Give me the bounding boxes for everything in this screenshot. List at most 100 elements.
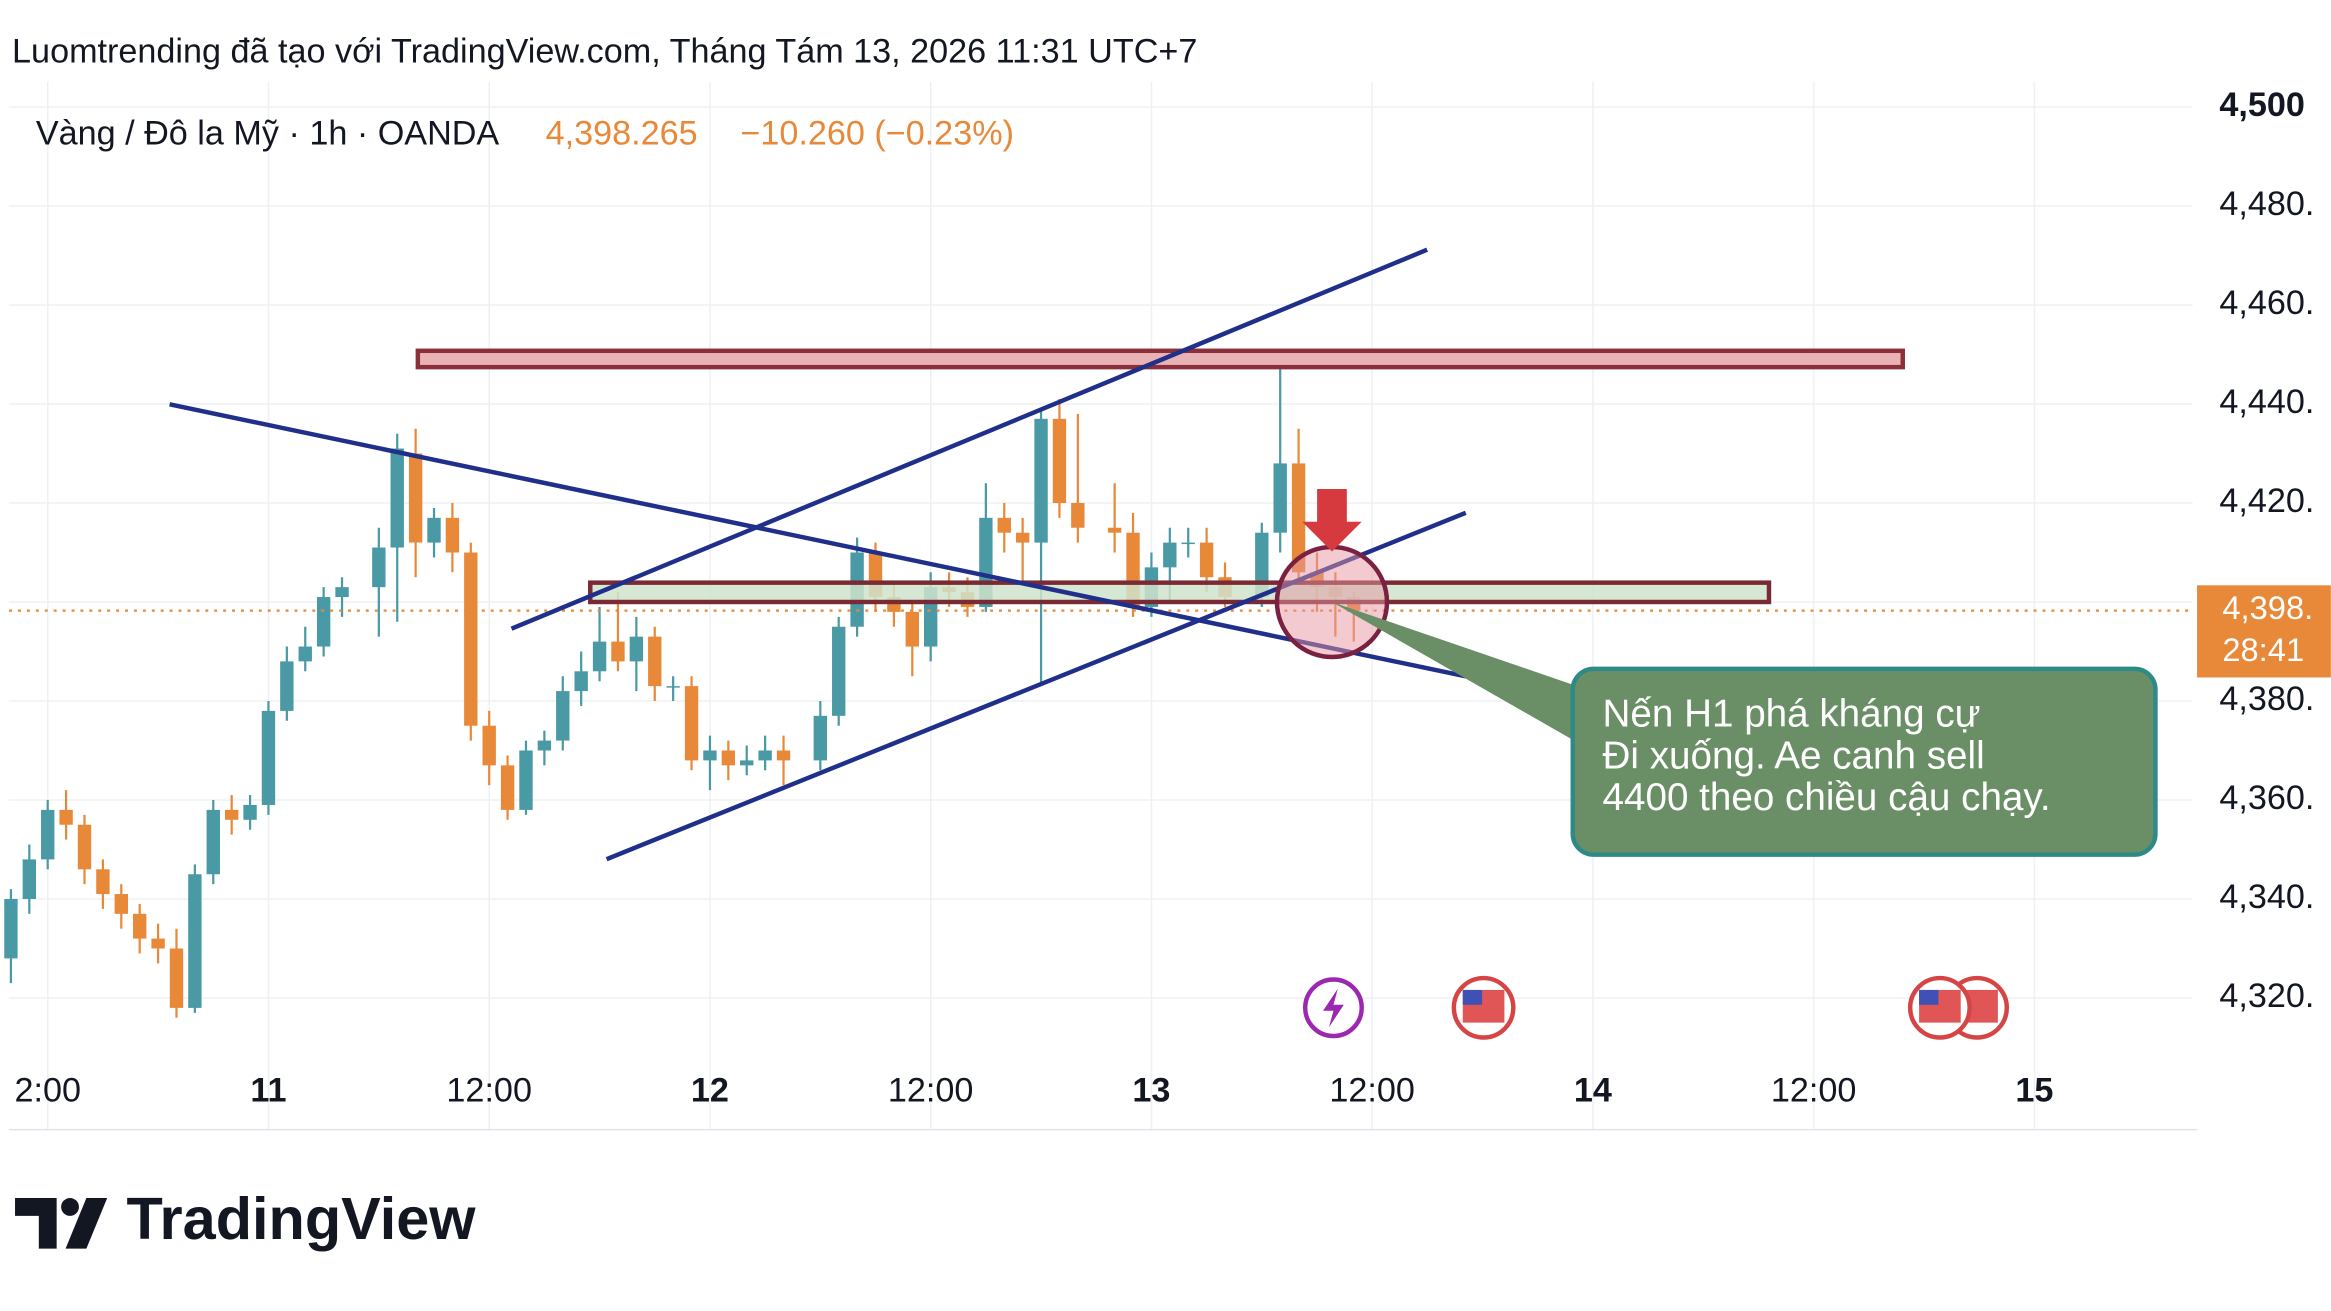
candle-body — [1163, 542, 1177, 568]
candle-body — [206, 809, 220, 875]
y-tick-label: 4,420. — [2219, 482, 2314, 520]
x-tick-label: 2:00 — [14, 1072, 81, 1110]
flag-canton — [1462, 989, 1483, 1005]
candle-body — [482, 725, 496, 766]
candle-body — [243, 804, 257, 820]
logo-part — [15, 1198, 57, 1249]
candle-body — [813, 715, 828, 761]
candle-body — [556, 691, 570, 741]
trend-line — [169, 402, 1467, 679]
candle-body — [22, 859, 37, 899]
last-price: 4,398.265 — [546, 114, 698, 152]
candle-body — [408, 453, 423, 543]
candle-body — [758, 750, 772, 761]
symbol-title: Vàng / Đô la Mỹ · 1h · OANDA — [36, 114, 500, 152]
logo-part — [65, 1198, 108, 1249]
price-tag — [2197, 585, 2331, 678]
drawings: Nến H1 phá kháng cự Đi xuống. Ae canh se… — [169, 247, 2158, 862]
x-tick-label: 15 — [2015, 1072, 2053, 1110]
candle-body — [500, 765, 515, 810]
axes: 4,5004,480.4,460.4,440.4,420.4,400.4,380… — [14, 86, 2331, 1110]
y-tick-label: 4,380. — [2219, 680, 2314, 718]
candle-body — [592, 641, 607, 672]
candle-body — [648, 636, 662, 687]
candle-body — [261, 710, 276, 805]
y-tick-label: 4,320. — [2219, 977, 2314, 1015]
channel-top — [510, 247, 1428, 631]
candle-body — [188, 874, 202, 1008]
candle-body — [1107, 527, 1122, 533]
events[interactable] — [1302, 975, 2010, 1040]
callout — [1570, 666, 2158, 857]
candle-body — [537, 740, 552, 751]
candle-body — [4, 898, 18, 959]
candle-body — [372, 547, 386, 588]
y-tick-label: 4,500 — [2219, 86, 2305, 124]
candle-body — [832, 626, 846, 716]
x-tick-label: 12:00 — [888, 1072, 974, 1110]
candle-body — [1052, 418, 1067, 503]
x-tick-label: 14 — [1574, 1072, 1612, 1110]
candle-body — [1015, 532, 1030, 543]
candle-body — [611, 641, 625, 662]
support-zone — [588, 580, 1772, 605]
candle-body — [703, 750, 717, 761]
x-tick-label: 11 — [250, 1072, 286, 1110]
candle-body — [1199, 542, 1214, 578]
candle-body — [740, 760, 754, 766]
candle-body — [1291, 463, 1306, 573]
annotation-line: Nến H1 phá kháng cự — [1603, 693, 1981, 736]
candle-body — [997, 517, 1011, 533]
brand-name[interactable]: TradingView — [127, 1185, 477, 1252]
x-tick-label: 12:00 — [446, 1072, 532, 1110]
candle-body — [41, 809, 55, 860]
y-tick-label: 4,340. — [2219, 878, 2314, 916]
brand-logo[interactable]: TradingView — [15, 1185, 476, 1252]
down-arrow — [1302, 489, 1362, 552]
candle-body — [464, 552, 478, 726]
candle-body — [390, 448, 404, 548]
candle-body — [169, 948, 184, 1008]
event-flag[interactable] — [1451, 975, 1516, 1040]
candle-body — [133, 913, 147, 939]
y-tick-label: 4,480. — [2219, 185, 2314, 223]
candle-body — [1071, 502, 1085, 528]
candle-body — [151, 938, 165, 949]
candle-body — [96, 869, 110, 895]
candle-body — [335, 587, 349, 598]
y-tick-label: 4,360. — [2219, 779, 2314, 817]
candle-body — [224, 809, 239, 820]
countdown: 28:41 — [2222, 631, 2304, 668]
event-flag[interactable] — [1907, 975, 1972, 1040]
candles — [4, 354, 1361, 1018]
x-tick-label: 13 — [1132, 1072, 1170, 1110]
candle-body — [519, 750, 533, 810]
candle-body — [445, 517, 460, 553]
x-tick-label: 12 — [691, 1072, 729, 1110]
x-tick-label: 12:00 — [1771, 1072, 1857, 1110]
candle-body — [1273, 463, 1287, 533]
event-icon-bolt — [1323, 988, 1344, 1028]
caption: Luomtrending đã tạo với TradingView.com,… — [12, 33, 1197, 71]
price-tag-label: 4,398. — [2222, 589, 2313, 626]
candle-body — [905, 611, 919, 647]
candle-body — [1034, 418, 1048, 543]
candle-body — [1181, 542, 1195, 545]
candle-body — [114, 894, 128, 914]
candle-body — [721, 750, 736, 766]
candle-body — [629, 636, 644, 662]
annotation-line: Đi xuống. Ae canh sell — [1603, 734, 1985, 777]
candle-body — [427, 517, 441, 543]
candle-body — [77, 824, 92, 870]
annotation-line: 4400 theo chiều cậu chạy. — [1603, 776, 2051, 819]
candle-body — [59, 809, 73, 825]
y-tick-label: 4,440. — [2219, 383, 2314, 421]
candle-body — [298, 646, 312, 662]
candle-body — [574, 671, 588, 692]
candle-body — [280, 661, 294, 711]
flag-canton — [1919, 989, 1939, 1005]
logo-part — [61, 1198, 79, 1216]
